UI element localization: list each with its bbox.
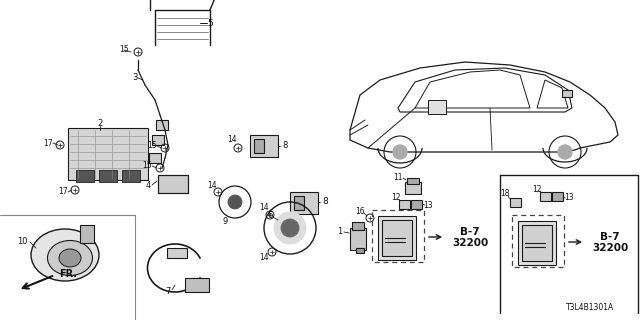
- Bar: [552, 192, 563, 201]
- Circle shape: [228, 195, 242, 209]
- Text: 5: 5: [207, 19, 213, 28]
- Bar: [540, 192, 551, 201]
- Bar: [518, 221, 556, 265]
- Bar: [76, 170, 94, 182]
- Bar: [407, 178, 419, 184]
- Bar: [250, 135, 278, 157]
- Text: 14: 14: [259, 253, 269, 262]
- Bar: [562, 90, 572, 97]
- Text: 14: 14: [259, 204, 269, 212]
- Text: 15: 15: [119, 45, 129, 54]
- Text: 10: 10: [17, 237, 28, 246]
- Bar: [99, 170, 117, 182]
- Text: 13: 13: [423, 201, 433, 210]
- Bar: [254, 139, 264, 153]
- Text: 15: 15: [142, 162, 152, 171]
- Text: 2: 2: [97, 119, 102, 129]
- Text: 3: 3: [132, 74, 138, 83]
- Circle shape: [558, 145, 572, 159]
- Text: 11: 11: [393, 173, 403, 182]
- Text: 12: 12: [532, 186, 541, 195]
- Text: 14: 14: [207, 180, 217, 189]
- Text: 8: 8: [282, 141, 288, 150]
- Bar: [352, 222, 364, 230]
- Bar: [522, 225, 552, 261]
- Bar: [378, 216, 416, 260]
- Text: 7: 7: [165, 287, 171, 297]
- Text: B-7: B-7: [460, 227, 480, 237]
- Text: 18: 18: [500, 189, 509, 198]
- Bar: [156, 120, 168, 130]
- Bar: [411, 200, 422, 209]
- Bar: [372, 210, 424, 262]
- Text: FR.: FR.: [59, 269, 77, 279]
- Bar: [68, 128, 148, 180]
- Text: 13: 13: [564, 194, 574, 203]
- Bar: [80, 225, 94, 243]
- Bar: [149, 153, 161, 163]
- Bar: [122, 170, 140, 182]
- Text: 17: 17: [43, 139, 53, 148]
- Text: 4: 4: [145, 180, 150, 189]
- Text: T3L4B1301A: T3L4B1301A: [566, 303, 614, 313]
- Circle shape: [281, 219, 299, 237]
- Text: 16: 16: [355, 207, 365, 217]
- Bar: [167, 248, 187, 258]
- Text: 6: 6: [268, 211, 273, 220]
- Bar: [152, 135, 164, 145]
- Ellipse shape: [31, 229, 99, 281]
- Bar: [382, 220, 412, 256]
- Bar: [510, 198, 521, 207]
- Bar: [512, 215, 564, 267]
- Circle shape: [393, 145, 407, 159]
- Bar: [290, 192, 318, 214]
- Bar: [399, 200, 410, 209]
- Ellipse shape: [59, 249, 81, 267]
- Bar: [158, 175, 188, 193]
- Text: 9: 9: [222, 218, 228, 227]
- Bar: [356, 248, 364, 253]
- Text: 1: 1: [337, 228, 342, 236]
- Bar: [428, 100, 446, 114]
- Ellipse shape: [47, 241, 93, 276]
- Text: 32200: 32200: [452, 238, 488, 248]
- Text: B-7: B-7: [600, 232, 620, 242]
- Text: 8: 8: [322, 197, 328, 206]
- Bar: [405, 182, 421, 194]
- Bar: [185, 278, 209, 292]
- Text: 12: 12: [391, 194, 401, 203]
- Text: 15: 15: [147, 141, 157, 150]
- Circle shape: [274, 212, 306, 244]
- Bar: [158, 175, 188, 193]
- Bar: [350, 228, 366, 250]
- Text: 17: 17: [58, 188, 68, 196]
- Text: 32200: 32200: [592, 243, 628, 253]
- Bar: [294, 196, 304, 210]
- Text: 14: 14: [227, 135, 237, 145]
